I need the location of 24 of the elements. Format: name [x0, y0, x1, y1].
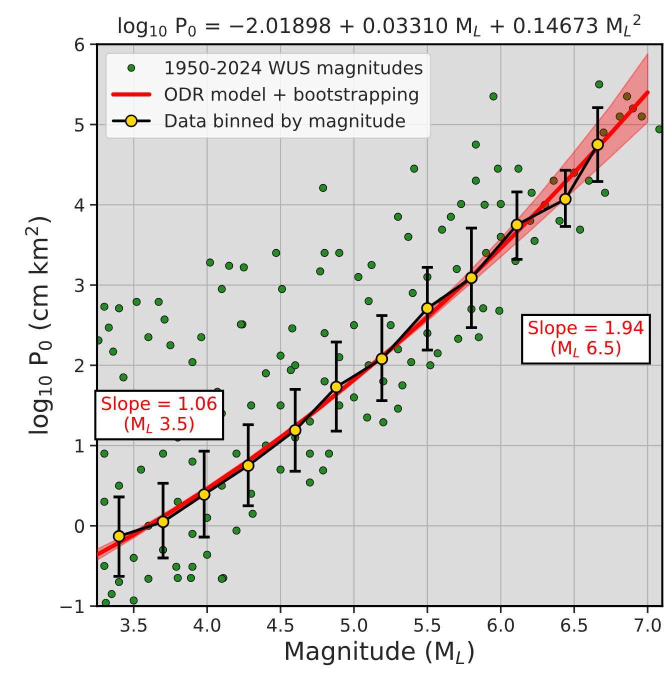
y-tick-label: 2: [75, 358, 84, 372]
legend-label: Data binned by magnitude: [166, 114, 405, 131]
x-tick-label: 6.0: [488, 618, 514, 632]
x-tick-label: 5.5: [414, 618, 440, 632]
y-tick-label: 4: [74, 198, 84, 212]
y-tick-label: 1: [76, 439, 84, 452]
y-tick-label: 3: [75, 278, 84, 292]
x-tick-label: 6.5: [561, 618, 587, 632]
annotation: Slope = 1.94 (M$_{L}$ 6.5): [528, 320, 644, 358]
annotation: Slope = 1.06 (M$_{L}$ 3.5): [102, 396, 216, 434]
x-tick-label: 4.0: [194, 618, 220, 632]
y-axis-title: log$_{10}$ P$_{0}$ (cm km$^{2}$): [25, 217, 53, 434]
chart-title: log$_{10}$ P$_{0}$ = −2.01898 + 0.03310 M$_{L}$ + 0.14673 M$_{L}$$^{2}$: [118, 14, 640, 38]
x-axis-title: Magnitude (M$_{L}$): [286, 640, 474, 666]
y-tick-label: 0: [74, 519, 84, 533]
x-tick-label: 4.5: [267, 618, 294, 632]
x-tick-label: 3.5: [120, 618, 146, 632]
legend-label: ODR model + bootstrapping: [164, 87, 418, 104]
y-tick-label: 5: [75, 118, 84, 132]
x-tick-label: 5.0: [341, 618, 368, 632]
x-tick-label: 7.0: [634, 618, 661, 632]
y-tick-label: −1: [60, 600, 84, 613]
y-tick-label: 6: [74, 38, 84, 52]
legend-label: 1950-2024 WUS magnitudes: [166, 60, 422, 78]
